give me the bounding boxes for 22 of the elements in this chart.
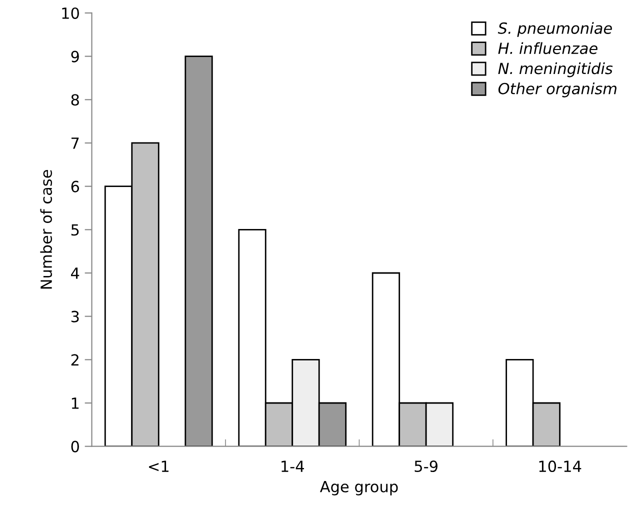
x-tick-label: 5-9 [414,460,438,472]
y-tick-label: 4 [71,268,80,279]
y-axis-title: Number of case [40,170,52,289]
x-tick-label: 1-4 [282,460,304,472]
legend-label: Other organism [498,82,616,98]
y-tick-label: 10 [62,7,79,19]
y-tick-label: 2 [71,354,78,366]
y-tick-label: 6 [71,180,80,192]
y-tick-label: 1 [72,398,79,409]
y-tick-label: 3 [71,310,79,322]
y-tick-label: 0 [71,440,79,452]
x-tick-label: <1 [149,460,168,472]
y-tick-label: 5 [71,224,79,236]
x-tick-label: 10-14 [539,460,582,472]
legend-label: S. pneumoniae [498,22,612,37]
legend-label: N. meningitidis [498,62,613,78]
x-axis-title: Age group [320,481,398,496]
y-tick-label: 8 [71,94,79,106]
legend-label: H. influenzae [498,42,598,54]
y-tick-label: 9 [71,50,79,62]
bar [184,56,213,446]
y-tick-label: 7 [72,138,79,149]
